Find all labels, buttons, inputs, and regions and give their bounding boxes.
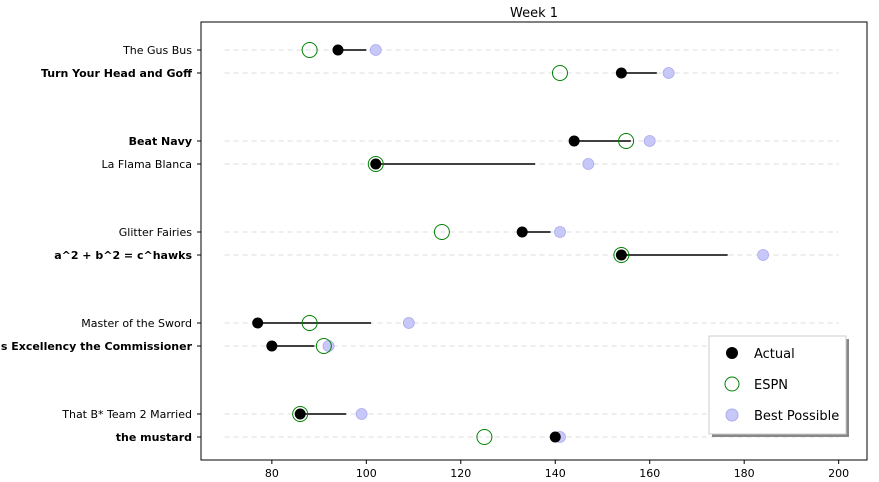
actual-point	[294, 408, 306, 420]
legend-best-possible-marker	[725, 408, 739, 422]
espn-point	[433, 224, 450, 240]
team-label: La Flama Blanca	[101, 158, 192, 171]
x-tick-label: 140	[545, 467, 566, 480]
x-tick-label: 200	[828, 467, 849, 480]
legend-espn-label: ESPN	[754, 378, 788, 393]
actual-point	[615, 249, 627, 261]
actual-point	[516, 226, 528, 238]
actual-point	[568, 135, 580, 147]
espn-point	[301, 315, 318, 331]
best-possible-point	[355, 408, 368, 420]
team-label: Master of the Sword	[81, 317, 192, 330]
team-label: His Excellency the Commissioner	[0, 340, 193, 353]
team-label: Turn Your Head and Goff	[41, 67, 192, 80]
x-tick-label: 120	[450, 467, 471, 480]
best-possible-point	[643, 135, 656, 147]
team-label: the mustard	[116, 431, 192, 444]
best-possible-point	[757, 249, 769, 261]
best-possible-point	[369, 44, 382, 56]
y-axis: The Gus Bus Turn Your Head and Goff Beat N…	[0, 44, 201, 444]
best-possible-point	[402, 317, 415, 329]
x-tick-label: 100	[356, 467, 377, 480]
legend-best-possible-label: Best Possible	[754, 409, 839, 424]
best-possible-markers	[322, 44, 769, 443]
legend-actual-marker	[726, 347, 738, 359]
best-possible-point	[582, 158, 595, 170]
actual-point	[252, 317, 264, 329]
team-label: Glitter Fairies	[119, 226, 193, 239]
espn-point	[613, 247, 630, 263]
team-label: That B* Team 2 Married	[61, 408, 192, 421]
actual-point	[266, 340, 278, 352]
espn-point	[367, 156, 384, 172]
espn-point	[618, 133, 635, 149]
espn-point	[301, 42, 318, 58]
actual-point	[615, 67, 627, 79]
best-possible-point	[662, 67, 675, 79]
legend: Actual ESPN Best Possible	[708, 335, 849, 437]
espn-point	[315, 338, 332, 354]
legend-espn-marker	[724, 376, 740, 392]
team-label: a^2 + b^2 = c^hawks	[54, 249, 192, 262]
best-possible-point	[554, 226, 566, 238]
x-axis: 80 100 120 140 160 180 200	[265, 460, 849, 480]
actual-point	[549, 431, 561, 443]
team-label: The Gus Bus	[122, 44, 192, 57]
best-possible-point	[322, 340, 335, 352]
legend-actual-label: Actual	[754, 347, 795, 362]
x-tick-label: 160	[639, 467, 660, 480]
actual-point	[332, 44, 344, 56]
espn-markers	[292, 42, 635, 445]
team-label: Beat Navy	[129, 135, 192, 148]
x-tick-label: 80	[265, 467, 279, 480]
espn-point	[476, 429, 493, 445]
x-tick-label: 180	[734, 467, 755, 480]
actual-point	[370, 158, 382, 170]
actual-markers	[252, 44, 627, 443]
espn-point	[292, 406, 309, 422]
espn-point	[551, 65, 568, 81]
chart-title: Week 1	[510, 6, 558, 21]
